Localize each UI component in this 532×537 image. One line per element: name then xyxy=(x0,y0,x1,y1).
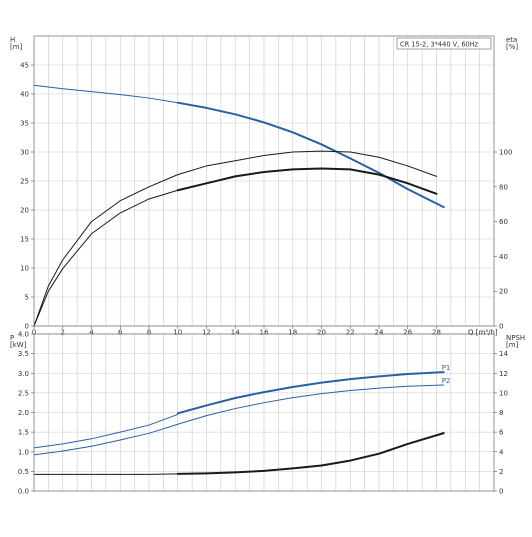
bottom-right-tick-label: 4 xyxy=(499,448,504,456)
top-left-tick-label: 30 xyxy=(20,149,29,157)
top-left-axis-label: [m] xyxy=(10,43,23,51)
bottom-series-label-p1: P1 xyxy=(442,364,451,372)
grid-layer xyxy=(34,36,494,491)
x-tick-label: 0 xyxy=(32,329,36,337)
x-tick-label: 12 xyxy=(202,329,211,337)
bottom-right-tick-label: 6 xyxy=(499,429,504,437)
bottom-right-axis-label: [m] xyxy=(506,341,519,349)
x-tick-label: 6 xyxy=(118,329,123,337)
top-right-tick-label: 100 xyxy=(499,149,512,157)
bottom-right-tick-label: 14 xyxy=(499,350,508,358)
x-tick-label: 24 xyxy=(375,329,384,337)
x-tick-label: 14 xyxy=(231,329,240,337)
x-tick-label: 22 xyxy=(346,329,355,337)
x-tick-label: 16 xyxy=(260,329,269,337)
labels-layer: CR 15-2, 3*440 V, 60Hz 05101520253035404… xyxy=(10,36,525,496)
x-axis-label: Q [m³/h] xyxy=(468,329,498,337)
top-left-tick-label: 20 xyxy=(20,207,29,215)
top-left-tick-label: 10 xyxy=(20,265,29,273)
bottom-left-tick-label: 3.0 xyxy=(18,370,29,378)
top-left-tick-label: 45 xyxy=(20,62,29,70)
legend-box-text: CR 15-2, 3*440 V, 60Hz xyxy=(400,41,479,49)
bottom-series-label-p2: P2 xyxy=(442,377,451,385)
top-left-tick-label: 40 xyxy=(20,91,29,99)
bottom-right-tick-label: 8 xyxy=(499,409,503,417)
bottom-left-tick-label: 4.0 xyxy=(18,331,29,339)
bottom-right-tick-label: 2 xyxy=(499,468,503,476)
x-tick-label: 4 xyxy=(89,329,94,337)
bottom-right-tick-label: 0 xyxy=(499,488,503,496)
bottom-left-tick-label: 2.5 xyxy=(18,389,29,397)
bottom-left-tick-label: 2.0 xyxy=(18,409,29,417)
top-left-tick-label: 5 xyxy=(25,294,29,302)
bottom-series-2-thick-line xyxy=(178,433,444,474)
x-tick-label: 20 xyxy=(317,329,326,337)
x-tick-label: 18 xyxy=(288,329,297,337)
bottom-left-tick-label: 1.0 xyxy=(18,448,29,456)
x-tick-label: 26 xyxy=(403,329,412,337)
top-left-tick-label: 25 xyxy=(20,178,29,186)
bottom-right-tick-label: 10 xyxy=(499,389,508,397)
bottom-left-tick-label: 3.5 xyxy=(18,350,29,358)
series-layer xyxy=(34,85,444,474)
top-right-tick-label: 20 xyxy=(499,288,508,296)
top-left-tick-label: 15 xyxy=(20,236,29,244)
bottom-series-1-thin-line xyxy=(34,385,444,455)
bottom-left-tick-label: 0.0 xyxy=(18,488,29,496)
top-right-tick-label: 40 xyxy=(499,253,508,261)
top-right-tick-label: 60 xyxy=(499,218,508,226)
top-right-tick-label: 0 xyxy=(499,323,503,331)
bottom-left-tick-label: 0.5 xyxy=(18,468,29,476)
bottom-left-axis-label: [kW] xyxy=(10,341,27,349)
top-left-tick-label: 35 xyxy=(20,120,29,128)
top-right-tick-label: 80 xyxy=(499,183,508,191)
x-tick-label: 8 xyxy=(147,329,151,337)
top-series-0-thick-line xyxy=(178,103,444,207)
x-tick-label: 2 xyxy=(61,329,65,337)
top-left-tick-label: 0 xyxy=(25,323,29,331)
top-right-axis-label: [%] xyxy=(506,43,518,51)
x-tick-label: 10 xyxy=(173,329,182,337)
x-tick-label: 28 xyxy=(432,329,441,337)
bottom-right-tick-label: 12 xyxy=(499,370,508,378)
bottom-left-tick-label: 1.5 xyxy=(18,429,29,437)
